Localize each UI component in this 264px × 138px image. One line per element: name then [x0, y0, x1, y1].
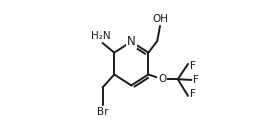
Text: N: N	[127, 35, 136, 48]
Text: F: F	[190, 61, 196, 71]
Text: H₂N: H₂N	[91, 31, 110, 41]
Text: O: O	[158, 74, 166, 84]
Text: OH: OH	[152, 14, 168, 24]
Text: F: F	[194, 75, 199, 85]
Text: Br: Br	[97, 107, 109, 117]
Text: F: F	[190, 89, 196, 99]
